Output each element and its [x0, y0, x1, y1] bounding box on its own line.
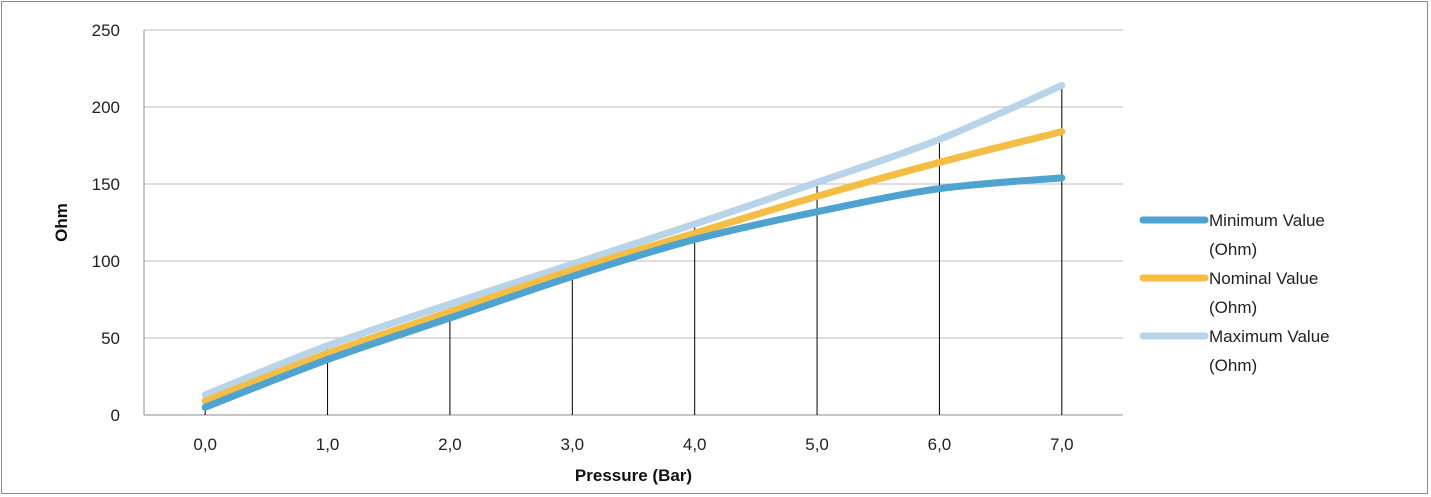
x-tick-label-1: 1,0 — [316, 435, 340, 454]
y-tick-label-250: 250 — [92, 21, 120, 40]
legend-label-1: Nominal Value (Ohm) — [1209, 269, 1318, 317]
series-line-2 — [201, 81, 1066, 399]
legend: Minimum Value (Ohm) Nominal Value (Ohm) Maxi… — [1139, 211, 1330, 375]
y-tick-label-100: 100 — [92, 252, 120, 271]
y-tick-label-150: 150 — [92, 175, 120, 194]
series-lines — [201, 81, 1066, 411]
x-tick-labels: 0,0 1,0 2,0 3,0 4,0 5,0 6,0 7,0 — [193, 435, 1073, 454]
legend-label-0: Minimum Value (Ohm) — [1209, 211, 1325, 259]
x-tick-label-5: 5,0 — [805, 435, 829, 454]
y-tick-label-200: 200 — [92, 98, 120, 117]
x-tick-label-7: 7,0 — [1050, 435, 1074, 454]
y-axis-title: Ohm — [52, 203, 71, 242]
x-tick-label-6: 6,0 — [928, 435, 952, 454]
x-tick-label-2: 2,0 — [438, 435, 462, 454]
y-tick-labels: 0 50 100 150 200 250 — [92, 21, 120, 425]
x-tick-label-4: 4,0 — [683, 435, 707, 454]
series-line-1 — [201, 128, 1066, 405]
x-axis-title: Pressure (Bar) — [575, 466, 692, 485]
gridlines — [143, 29, 1123, 416]
x-tick-label-3: 3,0 — [560, 435, 584, 454]
x-tick-label-0: 0,0 — [193, 435, 217, 454]
y-tick-label-0: 0 — [111, 406, 120, 425]
series-line-0 — [201, 174, 1066, 411]
legend-label-2: Maximum Value (Ohm) — [1209, 327, 1330, 375]
y-tick-label-50: 50 — [101, 329, 120, 348]
